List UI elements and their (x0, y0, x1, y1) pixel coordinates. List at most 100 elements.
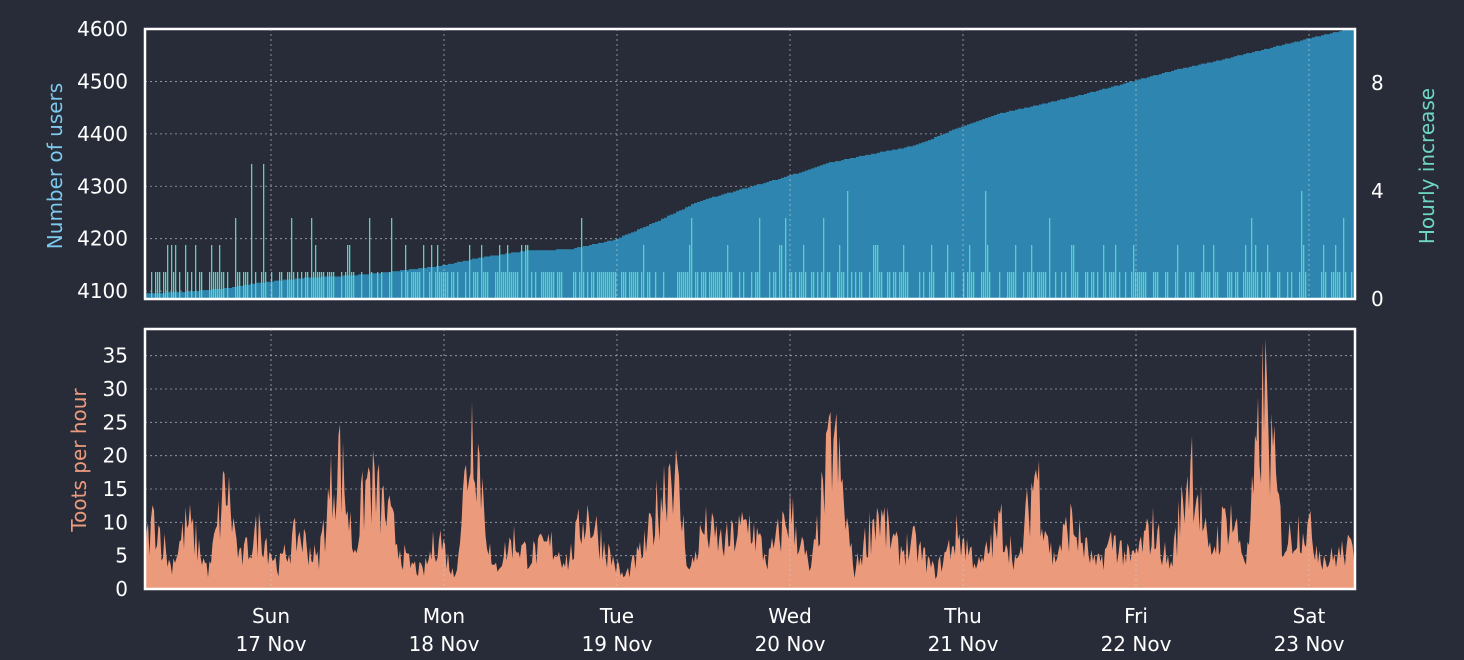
hourly-bar (597, 272, 599, 299)
y-tick-label: 35 (103, 344, 128, 368)
hourly-bar (211, 245, 213, 299)
hourly-bar (1157, 272, 1159, 299)
hourly-bar (1133, 245, 1135, 299)
hourly-bar (799, 272, 801, 299)
hourly-bar (623, 272, 625, 299)
hourly-bar (487, 272, 489, 299)
hourly-bar (609, 272, 611, 299)
y-tick-label: 25 (103, 410, 128, 434)
hourly-bar (293, 272, 295, 299)
hourly-bar (1023, 272, 1025, 299)
hourly-bar (331, 272, 333, 299)
hourly-bar (1261, 272, 1263, 299)
hourly-bar (361, 272, 363, 299)
hourly-bar (435, 272, 437, 299)
hourly-bar (1323, 245, 1325, 299)
users-panel: 4100 4200 4300 4400 4500 4600 0 4 8 (77, 17, 1384, 311)
hourly-bar (279, 272, 281, 299)
users-frame (143, 27, 1357, 301)
hourly-bar (499, 245, 501, 299)
hourly-bar (453, 272, 455, 299)
hourly-bar (629, 272, 631, 299)
hourly-bar (1167, 272, 1169, 299)
hourly-bar (769, 272, 771, 299)
hourly-bar (887, 272, 889, 299)
hourly-bar (821, 272, 823, 299)
hourly-bar (1043, 272, 1045, 299)
hourly-bar (1011, 272, 1013, 299)
hourly-bar (439, 272, 441, 299)
x-tick-day: Tue (599, 604, 634, 628)
hourly-bar (923, 272, 925, 299)
hourly-bar (689, 245, 691, 299)
hourly-bar (1249, 272, 1251, 299)
hourly-bar (553, 272, 555, 299)
hourly-bar (1231, 272, 1233, 299)
hourly-bar (971, 272, 973, 299)
hourly-bar (873, 245, 875, 299)
hourly-bar (759, 218, 761, 299)
hourly-bar (481, 245, 483, 299)
x-tick-date: 21 Nov (928, 632, 999, 656)
hourly-bar (401, 272, 403, 299)
hourly-bar (945, 272, 947, 299)
hourly-bar (1335, 245, 1337, 299)
hourly-bar (603, 272, 605, 299)
hourly-bar (447, 272, 449, 299)
hourly-bar (705, 272, 707, 299)
x-tick-date: 22 Nov (1101, 632, 1172, 656)
hourly-bar (1141, 272, 1143, 299)
hourly-bar (1257, 272, 1259, 299)
x-tick-day: Sat (1293, 604, 1326, 628)
x-tick-date: 20 Nov (755, 632, 826, 656)
hourly-bar (781, 245, 783, 299)
hourly-bar (255, 272, 257, 299)
hourly-bar (311, 218, 313, 299)
hourly-bar (317, 272, 319, 299)
hourly-axis-label: Hourly increase (1415, 88, 1439, 244)
hourly-bar (327, 272, 329, 299)
x-tick-day: Mon (423, 604, 465, 628)
hourly-bar (899, 272, 901, 299)
hourly-bar (263, 164, 265, 299)
hourly-bar (739, 272, 741, 299)
hourly-bar (405, 245, 407, 299)
y-tick-label: 4200 (77, 227, 128, 251)
hourly-bar (457, 272, 459, 299)
hourly-bar (607, 272, 609, 299)
hourly-bar (1109, 272, 1111, 299)
hourly-bar (515, 272, 517, 299)
hourly-bar (1287, 272, 1289, 299)
hourly-bar (305, 272, 307, 299)
hourly-bar (323, 272, 325, 299)
hourly-bar (1139, 272, 1141, 299)
hourly-bar (411, 272, 413, 299)
hourly-bar (237, 272, 239, 299)
hourly-bar (235, 218, 237, 299)
hourly-bar (1009, 272, 1011, 299)
hourly-bar (635, 272, 637, 299)
hourly-bar (985, 191, 987, 299)
hourly-bar (1007, 272, 1009, 299)
hourly-bar (1265, 272, 1267, 299)
hourly-bar (1217, 272, 1219, 299)
hourly-bar (465, 272, 467, 299)
hourly-bar (185, 245, 187, 299)
hourly-bar (1049, 218, 1051, 299)
hourly-bar (191, 272, 193, 299)
hourly-bar (1137, 272, 1139, 299)
hourly-bar (1087, 272, 1089, 299)
hourly-bar (1155, 272, 1157, 299)
hourly-bar (919, 272, 921, 299)
x-tick-date: 23 Nov (1274, 632, 1345, 656)
hourly-bar (663, 272, 665, 299)
hourly-bar (973, 272, 975, 299)
y-tick-label: 4400 (77, 122, 128, 146)
hourly-bar (1029, 272, 1031, 299)
hourly-bar (1061, 272, 1063, 299)
hourly-bar (1073, 245, 1075, 299)
hourly-bar (823, 218, 825, 299)
hourly-bar (441, 272, 443, 299)
hourly-bar (227, 272, 229, 299)
